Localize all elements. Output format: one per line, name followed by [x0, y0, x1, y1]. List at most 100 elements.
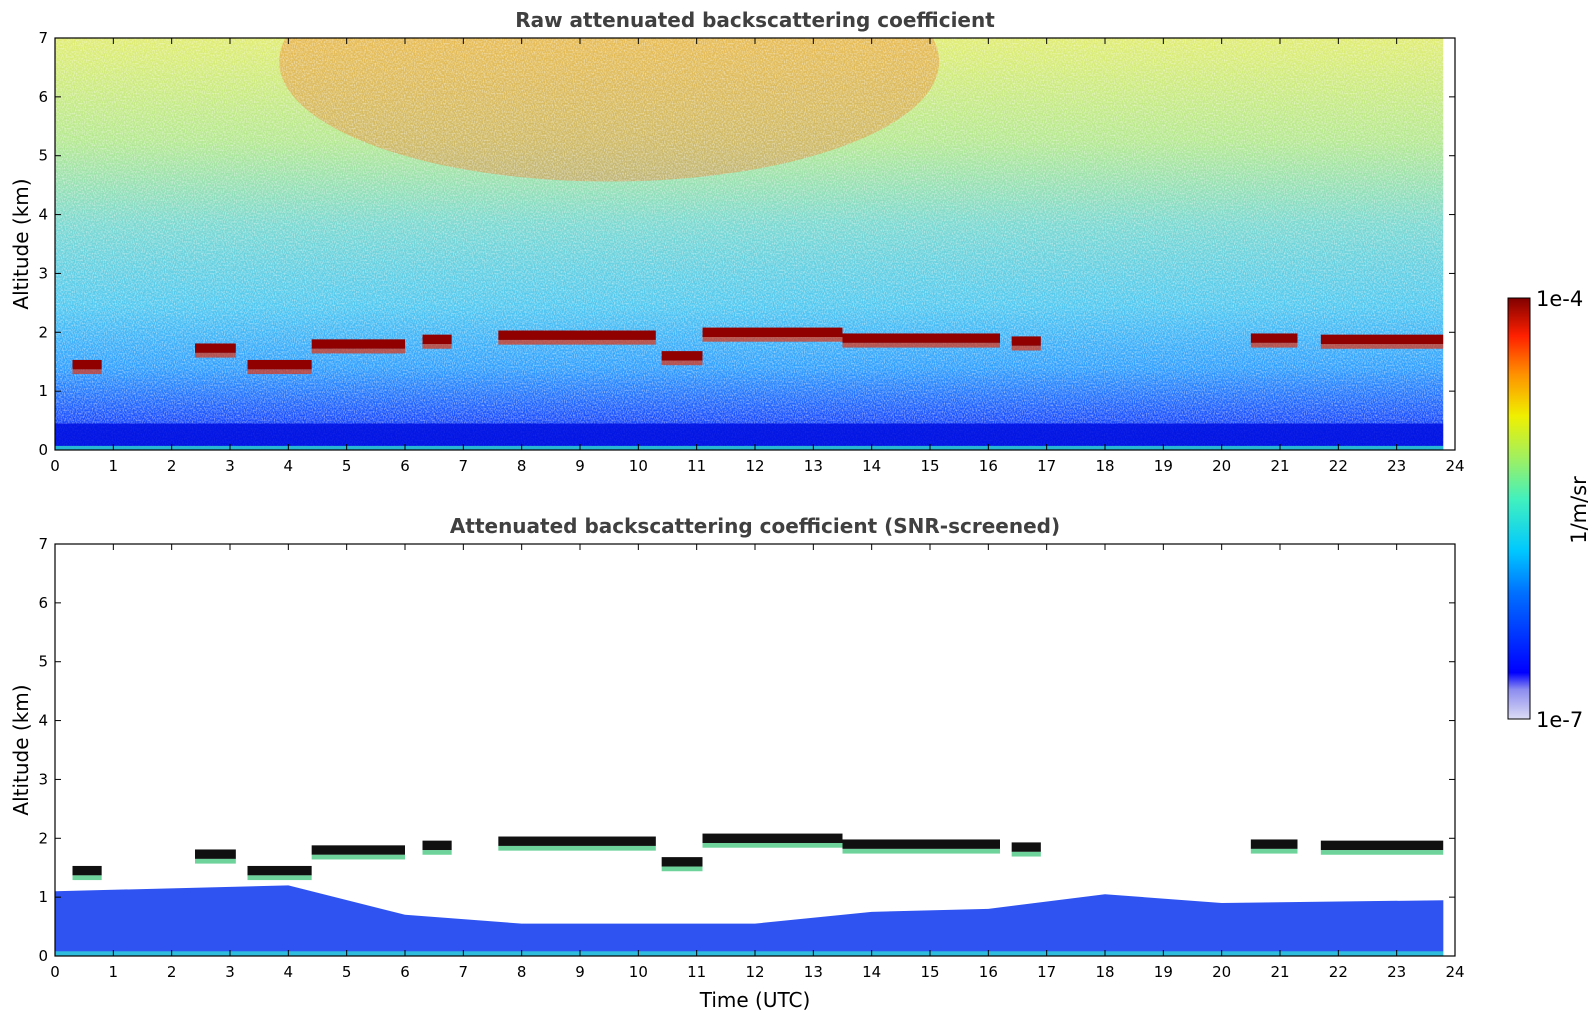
- boundary-layer-region: [55, 885, 1455, 956]
- colorbar-gradient: [1507, 297, 1531, 720]
- bottom-x-tick-label-5: 5: [342, 963, 352, 981]
- top-layer-segment-5: [498, 330, 656, 340]
- top-layer-edge-10: [1250, 342, 1298, 348]
- bottom-x-tick-label-7: 7: [459, 963, 469, 981]
- bottom-y-tick-label-4: 4: [38, 712, 48, 730]
- top-layer-segment-9: [1011, 336, 1041, 346]
- top-x-tick-label-7: 7: [459, 457, 469, 475]
- top-layer-edge-9: [1011, 345, 1041, 351]
- bottom-x-tick-label-22: 22: [1329, 963, 1348, 981]
- top-x-tick-label-21: 21: [1270, 457, 1289, 475]
- top-chart-title: Raw attenuated backscattering coefficien…: [515, 8, 995, 32]
- bottom-x-tick-label-8: 8: [517, 963, 527, 981]
- bottom-layer-segment-8: [842, 839, 1000, 849]
- bottom-y-tick-label-5: 5: [38, 653, 48, 671]
- bottom-layer-segment-1: [195, 849, 236, 859]
- bottom-x-tick-label-19: 19: [1154, 963, 1173, 981]
- top-x-tick-label-18: 18: [1095, 457, 1114, 475]
- bottom-y-axis-label: Altitude (km): [9, 684, 33, 815]
- top-x-tick-label-15: 15: [920, 457, 939, 475]
- bottom-y-tick-label-0: 0: [38, 947, 48, 965]
- top-heatmap: [55, 38, 1455, 450]
- bottom-layer-edge-1: [195, 858, 236, 864]
- bottom-x-tick-label-3: 3: [225, 963, 235, 981]
- bottom-no-data-region: [1443, 544, 1455, 956]
- bottom-heatmap: [55, 544, 1455, 956]
- bottom-layer-segment-4: [422, 840, 452, 851]
- top-layer-segment-7: [702, 327, 843, 337]
- bottom-x-tick-label-0: 0: [50, 963, 60, 981]
- top-x-tick-label-24: 24: [1445, 457, 1464, 475]
- top-x-tick-label-1: 1: [109, 457, 119, 475]
- top-layer-edge-11: [1320, 344, 1444, 349]
- top-layer-edge-6: [661, 360, 703, 366]
- raw-surface-layer: [55, 445, 1444, 450]
- top-y-tick-label-7: 7: [38, 29, 48, 47]
- top-x-tick-label-10: 10: [629, 457, 648, 475]
- bottom-chart-title: Attenuated backscattering coefficient (S…: [450, 514, 1060, 538]
- top-x-tick-label-19: 19: [1154, 457, 1173, 475]
- top-y-tick-label-4: 4: [38, 206, 48, 224]
- bottom-x-tick-label-6: 6: [400, 963, 410, 981]
- bottom-layer-edge-0: [72, 875, 102, 881]
- top-x-tick-label-12: 12: [745, 457, 764, 475]
- top-y-tick-label-1: 1: [38, 382, 48, 400]
- bottom-layer-segment-5: [498, 836, 656, 846]
- top-x-tick-label-22: 22: [1329, 457, 1348, 475]
- top-layer-edge-3: [311, 348, 405, 354]
- bottom-layer-segment-7: [702, 833, 843, 843]
- bottom-layer-edge-9: [1011, 851, 1041, 857]
- top-layer-segment-8: [842, 333, 1000, 343]
- top-x-tick-label-4: 4: [284, 457, 294, 475]
- top-layer-edge-0: [72, 369, 102, 375]
- raw-backscatter-panel: Raw attenuated backscattering coefficien…: [9, 8, 1465, 475]
- bottom-layer-segment-3: [311, 845, 405, 855]
- top-layer-segment-11: [1320, 334, 1444, 345]
- bottom-x-tick-label-21: 21: [1270, 963, 1289, 981]
- bottom-x-tick-label-1: 1: [109, 963, 119, 981]
- top-x-tick-label-16: 16: [979, 457, 998, 475]
- bottom-x-tick-label-18: 18: [1095, 963, 1114, 981]
- bottom-x-tick-label-16: 16: [979, 963, 998, 981]
- top-x-tick-label-0: 0: [50, 457, 60, 475]
- colorbar-max-label: 1e-4: [1536, 287, 1583, 311]
- bottom-layer-segment-0: [72, 865, 102, 876]
- bottom-x-tick-label-2: 2: [167, 963, 177, 981]
- bottom-heatmap-layers: [55, 544, 1455, 956]
- top-x-tick-label-6: 6: [400, 457, 410, 475]
- bottom-x-tick-label-15: 15: [920, 963, 939, 981]
- top-layer-edge-1: [195, 352, 236, 358]
- top-layer-edge-2: [247, 369, 312, 375]
- bottom-x-tick-label-12: 12: [745, 963, 764, 981]
- bottom-x-tick-label-11: 11: [687, 963, 706, 981]
- bottom-y-tick-label-2: 2: [38, 829, 48, 847]
- top-layer-segment-2: [247, 359, 312, 370]
- bottom-layer-edge-6: [661, 866, 703, 872]
- bottom-x-tick-label-24: 24: [1445, 963, 1464, 981]
- bottom-layer-segment-11: [1320, 840, 1444, 851]
- bottom-x-tick-label-23: 23: [1387, 963, 1406, 981]
- bottom-layer-edge-10: [1250, 848, 1298, 854]
- bottom-x-tick-label-10: 10: [629, 963, 648, 981]
- top-heatmap-layers: [55, 38, 1455, 450]
- top-x-tick-label-23: 23: [1387, 457, 1406, 475]
- top-x-tick-label-14: 14: [862, 457, 881, 475]
- top-layer-segment-10: [1250, 333, 1298, 343]
- top-layer-edge-7: [702, 336, 843, 342]
- top-layer-edge-5: [498, 339, 656, 345]
- top-y-tick-label-5: 5: [38, 147, 48, 165]
- top-no-data-region: [1443, 38, 1455, 450]
- top-y-axis: 0 1 2 3 4 5 6 7: [38, 29, 1455, 459]
- bottom-layer-edge-11: [1320, 850, 1444, 855]
- bottom-y-axis: 0 1 2 3 4 5 6 7: [38, 535, 1455, 965]
- x-axis-label: Time (UTC): [699, 988, 811, 1012]
- top-layer-segment-0: [72, 359, 102, 370]
- top-x-tick-label-3: 3: [225, 457, 235, 475]
- bottom-layer-edge-3: [311, 854, 405, 860]
- top-x-tick-label-9: 9: [575, 457, 585, 475]
- top-x-tick-label-20: 20: [1212, 457, 1231, 475]
- bottom-layer-segment-6: [661, 857, 703, 867]
- top-x-tick-label-13: 13: [804, 457, 823, 475]
- top-y-tick-label-3: 3: [38, 264, 48, 282]
